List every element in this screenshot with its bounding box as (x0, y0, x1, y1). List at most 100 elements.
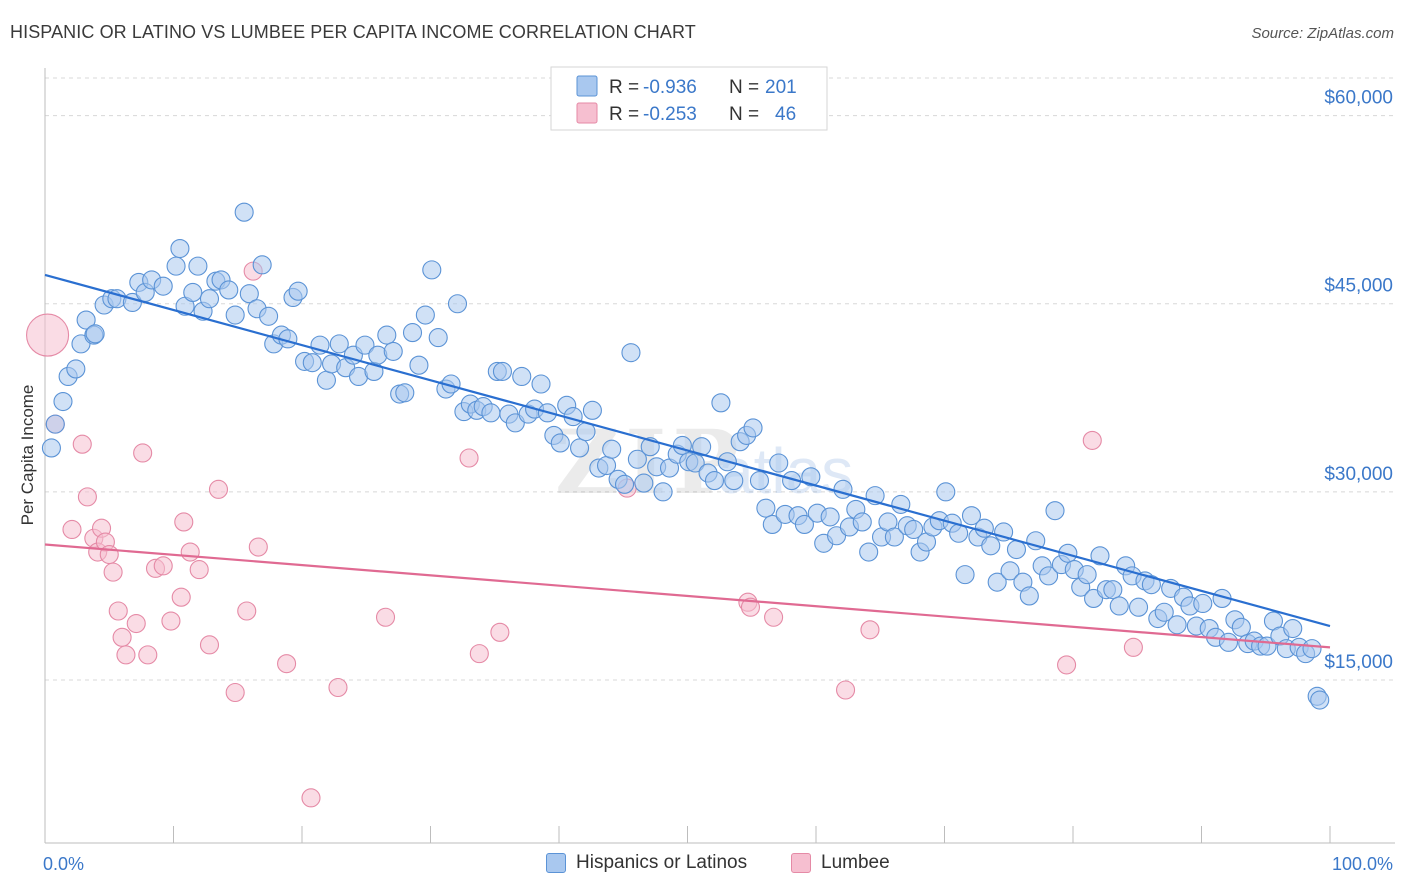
legend-n-label-2: N = (729, 104, 759, 125)
hispanic-point (234, 202, 254, 222)
lumbee-point (199, 635, 220, 655)
hispanic-point (1077, 565, 1097, 585)
hispanic-point (199, 289, 220, 309)
lumbee-point (375, 607, 396, 627)
hispanic-point (614, 474, 635, 494)
hispanic-point (53, 392, 73, 412)
hispanic-point (981, 536, 1001, 556)
lumbee-point (225, 682, 245, 703)
trend-lines (44, 273, 1331, 649)
hispanic-point (512, 366, 532, 387)
hispanic-point (302, 353, 322, 373)
hispanic-point (1128, 597, 1149, 617)
hispanic-point (653, 482, 673, 502)
legend-label-hispanic: Hispanics or Latinos (576, 852, 748, 873)
hispanic-point (602, 439, 622, 459)
lumbee-point (171, 587, 191, 607)
chart-title: HISPANIC OR LATINO VS LUMBEE PER CAPITA … (10, 22, 696, 42)
lumbee-point (248, 537, 268, 557)
hispanic-point (1310, 690, 1330, 710)
hispanic-point (749, 471, 770, 491)
x-tick-label-start: 0.0% (43, 854, 84, 874)
y-tick-label: $45,000 (1324, 276, 1393, 297)
legend-r-value-2: -0.253 (643, 104, 697, 125)
lumbee-point (116, 645, 136, 665)
hispanic-point (329, 334, 349, 354)
hispanic-point (1045, 501, 1065, 521)
lumbee-trend-line (44, 543, 1331, 649)
hispanic-point (704, 471, 725, 491)
hispanic-point (1154, 602, 1174, 622)
y-tick-label: $30,000 (1324, 464, 1393, 485)
hispanic-point (955, 565, 975, 585)
hispanic-point (692, 437, 712, 457)
lumbee-point (103, 562, 123, 582)
hispanic-point (45, 414, 65, 434)
lumbee-point (836, 680, 856, 700)
legend-label-lumbee: Lumbee (821, 852, 890, 873)
hispanic-point (1039, 566, 1059, 586)
legend-n-value-2: 46 (775, 104, 796, 125)
hispanic-point (1019, 586, 1039, 606)
lumbee-point (860, 620, 880, 640)
hispanic-point (383, 341, 403, 361)
hispanic-point (422, 260, 442, 280)
x-tick-labels: 0.0% 100.0% (43, 854, 1393, 874)
lumbee-point (153, 556, 173, 576)
hispanic-point (1103, 580, 1123, 600)
hispanic-point (447, 294, 468, 314)
hispanic-point (974, 518, 994, 538)
legend-n-label-1: N = (729, 77, 759, 98)
hispanic-point (884, 527, 904, 547)
hispanic-point (621, 343, 641, 363)
hispanic-point (153, 276, 173, 296)
lumbee-point (108, 601, 128, 621)
hispanic-point (1193, 593, 1213, 614)
hispanic-trend-line (44, 273, 1331, 628)
hispanic-point (936, 482, 956, 502)
gridlines (45, 77, 1395, 681)
hispanic-point (409, 355, 429, 375)
hispanic-point (570, 438, 590, 458)
legend-swatch-hispanic (546, 853, 566, 873)
legend-item-hispanic[interactable]: Hispanics or Latinos (546, 852, 747, 874)
lumbee-point (740, 597, 761, 617)
hispanic-point (355, 335, 375, 355)
lumbee-point (1123, 637, 1143, 657)
legend-r-label-2: R = (609, 104, 639, 125)
lumbee-point (133, 443, 153, 463)
lumbee-point (189, 560, 209, 580)
hispanic-point (724, 471, 744, 491)
hispanic-point (481, 403, 501, 423)
hispanic-point (1283, 618, 1303, 639)
hispanic-point (1302, 639, 1322, 659)
legend-item-lumbee[interactable]: Lumbee (791, 852, 890, 874)
hispanic-points (41, 202, 1330, 710)
lumbee-point (237, 601, 257, 621)
hispanic-point (1109, 596, 1129, 616)
hispanic-point (961, 506, 982, 526)
lumbee-point (174, 512, 194, 532)
hispanic-point (428, 328, 448, 348)
hispanic-point (76, 310, 96, 330)
lumbee-point (1082, 430, 1102, 450)
hispanic-point (1090, 546, 1110, 566)
axes (44, 68, 1395, 844)
hispanic-point (259, 306, 279, 326)
lumbee-point (764, 607, 784, 627)
hispanic-point (801, 467, 821, 487)
hispanic-point (904, 519, 924, 540)
hispanic-point (492, 361, 513, 382)
legend-r-label-1: R = (609, 77, 639, 98)
hispanic-point (41, 438, 61, 458)
x-tick-label-end: 100.0% (1332, 854, 1393, 874)
lumbee-point (469, 644, 489, 664)
lumbee-point (26, 313, 70, 357)
hispanic-point (1231, 617, 1251, 637)
lumbee-point (301, 788, 321, 808)
lumbee-point (161, 611, 181, 631)
hispanic-point (582, 400, 602, 420)
hispanic-point (859, 542, 879, 562)
hispanic-point (627, 449, 647, 469)
hispanic-point (1141, 575, 1161, 595)
